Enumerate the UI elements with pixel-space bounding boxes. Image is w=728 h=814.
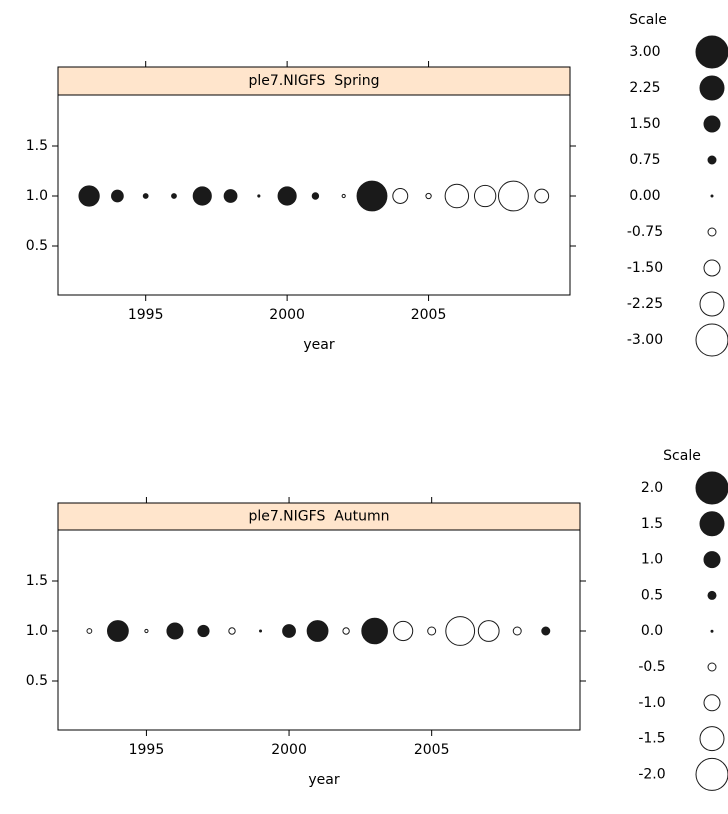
legend-label: -0.75 [627,224,663,240]
bubble [541,626,551,636]
bubble [257,194,261,198]
legend-label: 1.50 [629,116,660,132]
legend-label: -2.25 [627,296,663,312]
bubble [223,189,238,203]
x-tick-label: 2005 [411,307,447,323]
bubble [197,624,210,638]
plot-frame [57,94,571,296]
bubble [425,192,432,200]
legend-bubble [710,194,714,198]
bubble [259,629,263,633]
panel-title: ple7.NIGFS Spring [249,73,380,89]
legend-label: -2.0 [638,766,665,782]
bubble [342,627,350,635]
y-tick-label: 1.5 [26,138,48,154]
bubble [86,628,93,634]
legend-bubble [710,629,714,633]
y-tick-label: 1.0 [26,188,48,204]
bubble [512,626,522,636]
x-tick-label: 2000 [269,307,305,323]
bubble [166,622,184,640]
x-tick-label: 2000 [271,742,307,758]
bubble [282,624,296,638]
legend-label: 0.5 [641,587,663,603]
legend-label: -0.5 [638,659,665,675]
bubble [78,185,100,207]
y-tick-label: 1.5 [26,573,48,589]
legend-bubble [703,115,721,133]
plot-frame [57,529,581,731]
x-tick-label: 1995 [128,307,164,323]
bubble [473,184,497,208]
bubble [107,620,129,642]
legend-bubble [703,259,721,277]
legend-label: 2.0 [641,480,663,496]
legend-bubble [707,227,717,237]
legend-title: Scale [629,12,667,28]
legend-label: -1.50 [627,260,663,276]
x-axis-label: year [303,337,334,353]
bubble [444,183,470,209]
y-tick-label: 1.0 [26,623,48,639]
legend-label: -1.0 [638,695,665,711]
legend-label: -1.5 [638,731,665,747]
legend-title: Scale [663,448,701,464]
panel: ple7.NIGFS Spring 1995 2000 2005 0.5 1.0 1.5 ye… [26,12,728,357]
bubble [477,620,500,642]
bubble [393,620,414,642]
legend-bubble [695,323,728,357]
legend-bubble [699,511,725,537]
y-tick-label: 0.5 [26,238,48,254]
legend-bubble [703,551,721,569]
bubble [361,617,388,645]
bubble [356,180,388,212]
x-tick-label: 2005 [414,742,450,758]
bubble [341,193,346,199]
legend-label: 1.5 [641,516,663,532]
panel: ple7.NIGFS Autumn 1995 2000 2005 0.5 1.0 1.5 ye… [26,448,728,791]
panel-title: ple7.NIGFS Autumn [248,509,389,525]
bubble [427,626,437,636]
bubble [144,628,149,634]
legend-label: 0.00 [629,188,660,204]
bubble [142,193,149,199]
legend-label: 3.00 [629,44,660,60]
legend-bubble [707,155,717,165]
bubble [111,189,124,203]
legend-label: 2.25 [629,80,660,96]
x-axis-label: year [308,772,339,788]
bubble [445,616,476,646]
bubble [171,193,177,199]
legend-bubble [707,662,717,672]
legend-bubble [695,471,728,505]
x-tick-label: 1995 [129,742,165,758]
legend-bubble [707,590,717,600]
legend-bubble [699,75,725,101]
legend-bubble [695,35,728,69]
legend-bubble [699,726,725,752]
legend-label: -3.00 [627,332,663,348]
strip [57,66,571,96]
legend-label: 0.0 [641,623,663,639]
bubble [277,186,297,206]
bubble [534,188,550,204]
bubble [228,627,236,635]
legend-label: 1.0 [641,552,663,568]
bubble [192,186,212,206]
legend-label: 0.75 [629,152,660,168]
bubble [306,620,329,642]
legend-bubble [699,291,725,317]
bubble [311,192,320,200]
bubble [497,180,529,212]
legend-bubble [695,757,728,791]
y-tick-label: 0.5 [26,673,48,689]
legend-bubble [703,694,721,712]
bubble [392,188,409,204]
